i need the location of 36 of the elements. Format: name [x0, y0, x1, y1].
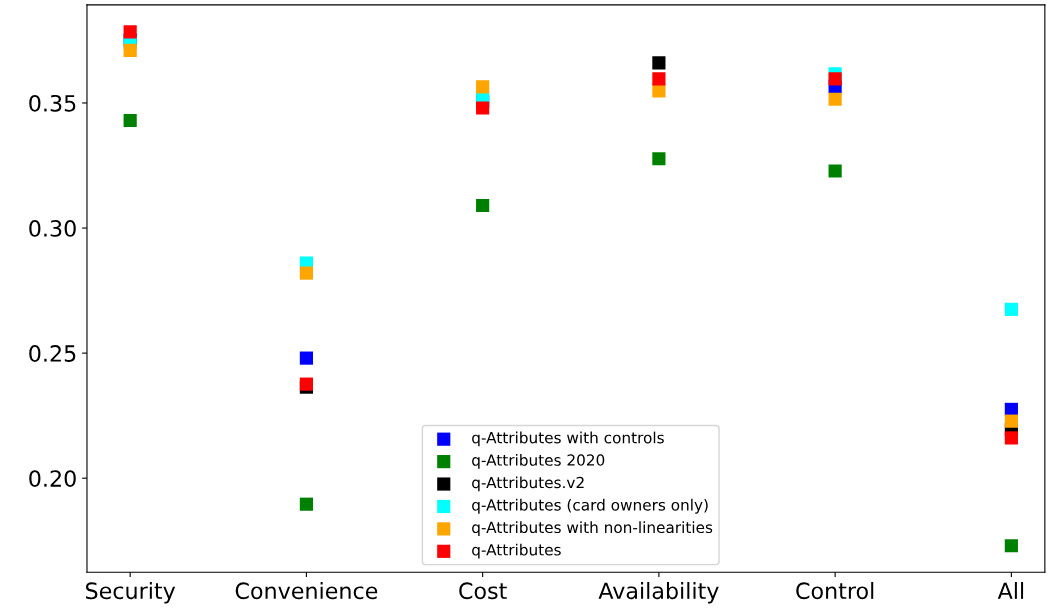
x-tick-label: Security — [86, 581, 176, 604]
point — [476, 80, 490, 94]
x-tick-label: Control — [796, 581, 874, 600]
point — [1004, 539, 1018, 553]
point — [1004, 402, 1018, 416]
legend-label: q-Attributes 2020 — [472, 454, 605, 469]
point — [476, 198, 490, 213]
point — [299, 497, 313, 511]
x-tick-label: Cost — [459, 582, 507, 600]
legend-label: q-Attributes (card owners only) — [472, 498, 708, 514]
point — [652, 72, 666, 86]
point — [1004, 302, 1018, 316]
x-tick-label: Availability — [598, 581, 719, 604]
legend-label: q-Attributes with controls — [472, 431, 664, 447]
y-tick-label: 0.20 — [29, 470, 76, 487]
y-tick-label: 0.25 — [29, 345, 76, 362]
point — [828, 92, 842, 106]
y-tick-label: 0.30 — [29, 219, 76, 237]
point — [1004, 431, 1018, 445]
point — [652, 56, 666, 70]
legend-label: q-Attributes.v2 — [472, 476, 584, 492]
point — [652, 152, 666, 166]
point — [828, 164, 842, 178]
point — [123, 113, 137, 128]
legend-label: q-Attributes with non-linearities — [472, 521, 713, 537]
y-tick-label: 0.35 — [29, 94, 76, 112]
point — [123, 43, 137, 58]
point — [476, 101, 490, 115]
x-tick-label: Convenience — [235, 581, 378, 600]
x-tick-label: All — [997, 581, 1024, 599]
legend-label: q-Attributes — [472, 543, 561, 559]
point — [299, 266, 313, 280]
point — [828, 72, 842, 86]
point — [1004, 414, 1018, 428]
point — [123, 25, 137, 39]
point — [299, 351, 313, 365]
